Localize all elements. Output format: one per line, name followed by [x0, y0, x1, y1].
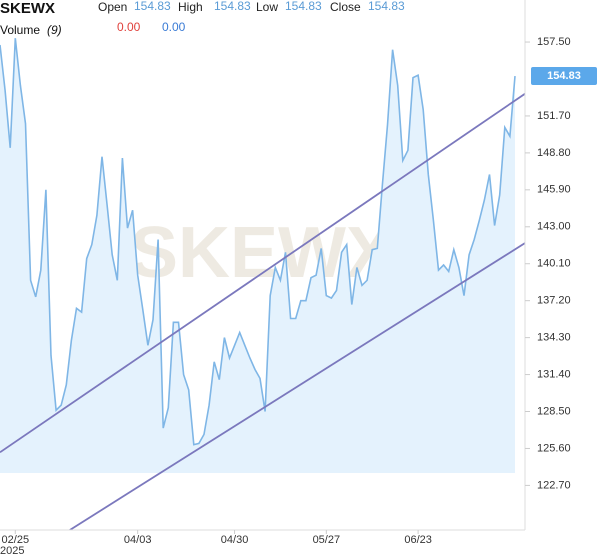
ohlc-label: Low: [256, 0, 278, 14]
y-tick-label: 137.20: [537, 295, 571, 307]
y-tick-label: 134.30: [537, 332, 571, 344]
volume-value: 0.00: [162, 20, 186, 34]
trend-line: [69, 241, 525, 530]
ohlc-value: 154.83: [285, 0, 322, 13]
x-tick-label: 02/25: [2, 534, 30, 546]
ohlc-label: Close: [330, 0, 361, 14]
ohlc-value: 154.83: [134, 0, 171, 13]
y-tick-label: 131.40: [537, 368, 571, 380]
x-tick-label: 06/23: [404, 534, 432, 546]
volume-period: (9): [47, 23, 62, 37]
header: SKEWX Volume (9): [0, 0, 62, 37]
plot-area: [0, 38, 525, 530]
symbol: SKEWX: [0, 0, 55, 17]
y-tick-label: 140.10: [537, 258, 571, 270]
y-tick-label: 128.50: [537, 405, 571, 417]
y-tick-label: 145.90: [537, 184, 571, 196]
volume-value: 0.00: [117, 20, 141, 34]
volume-label: Volume: [0, 23, 40, 37]
y-tick-label: 125.60: [537, 442, 571, 454]
ohlc-value: 154.83: [214, 0, 251, 13]
ohlc-label: High: [178, 0, 203, 14]
price-badge: [531, 67, 597, 86]
y-tick-label: 143.00: [537, 221, 571, 233]
x-tick-label: 04/03: [124, 534, 152, 546]
year-label: 2025: [0, 545, 24, 557]
ohlc-label: Open: [98, 0, 127, 14]
x-tick-label: 05/27: [313, 534, 341, 546]
ohlc-value: 154.83: [368, 0, 405, 13]
trend-line: [0, 92, 525, 454]
price-badge-label: 154.83: [547, 70, 581, 82]
price-line: [0, 38, 516, 446]
y-tick-label: 122.70: [537, 479, 571, 491]
y-tick-label: 157.50: [537, 36, 571, 48]
y-tick-label: 151.70: [537, 110, 571, 122]
x-tick-label: 04/30: [221, 534, 249, 546]
y-tick-label: 148.80: [537, 147, 571, 159]
